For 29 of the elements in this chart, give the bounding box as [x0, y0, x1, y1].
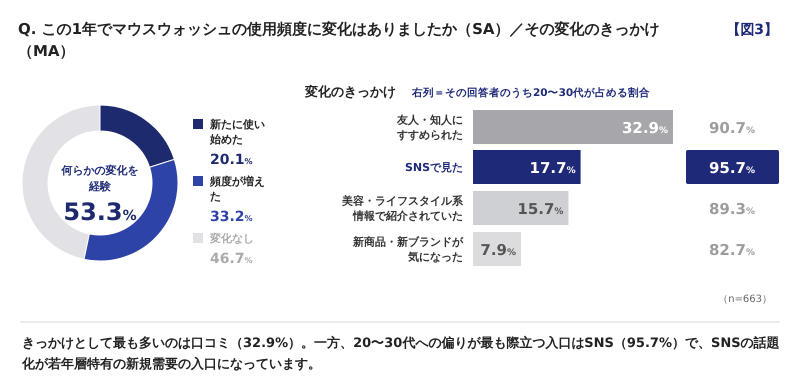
chart-subtitle: 右列＝その回答者のうち20〜30代が占める割合 [411, 86, 650, 99]
data-label: 32.9% [622, 119, 668, 137]
data-label: 89.3% [708, 200, 756, 218]
text: 53.3% [63, 198, 137, 226]
data-label: 46.7% [210, 251, 253, 267]
data-label: 33.2% [210, 209, 253, 225]
y-tick-label: SNSで見た [404, 161, 463, 174]
y-tick-label: 友人・知人にすすめられた [396, 114, 463, 142]
legend-label: 新たに使い始めた [209, 118, 265, 146]
text: 変化のきっかけ [304, 84, 396, 100]
data-label: 95.7% [708, 159, 756, 177]
bar [473, 191, 568, 225]
legend-label: 変化なし [209, 232, 254, 245]
data-label: 20.1% [210, 152, 253, 168]
bar [473, 110, 673, 144]
bar [473, 150, 581, 184]
data-label: 15.7% [517, 200, 564, 218]
y-tick-label: 新商品・新ブランドが気になった [352, 236, 464, 264]
data-label: 17.7% [530, 159, 576, 177]
text: （n=663） [718, 294, 772, 305]
data-label: 7.9% [480, 241, 516, 259]
text: Q. この1年でマウスウォッシュの使用頻度に変化はありましたか（SA）／その変化のきっかけ（MA） [18, 20, 660, 60]
text: 何らかの変化を経験 [60, 164, 138, 193]
text: 【図3】 [726, 22, 778, 38]
data-label: 82.7% [708, 241, 756, 259]
legend-label: 頻度が増えた [209, 175, 265, 203]
data-label: 90.7% [708, 119, 756, 137]
text: きっかけとして最も多いのは口コミ（32.9%）。一方、20〜30代への偏りが最も際立つ入口はSNS（95.7%）で、SNSの話題化が若年層特有の新規需要の入口になっています。 [22, 334, 781, 374]
y-tick-label: 美容・ライフスタイル系情報で紹介されていた [341, 194, 464, 222]
